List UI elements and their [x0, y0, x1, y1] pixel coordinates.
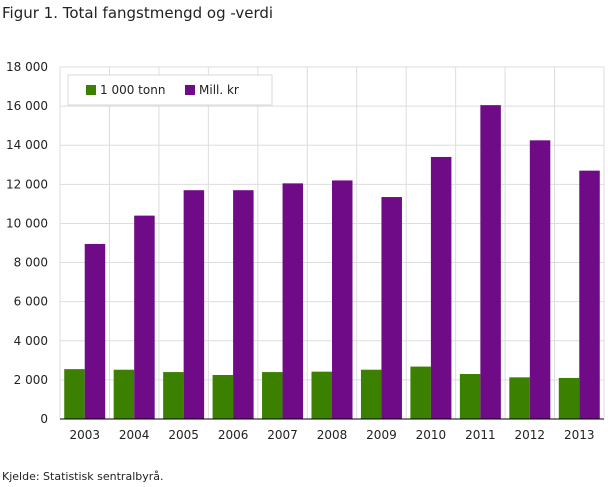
bar-tonn [212, 375, 234, 419]
bar-tonn [262, 372, 283, 419]
x-tick-label: 2012 [515, 428, 546, 442]
legend-swatch-kr [185, 85, 195, 95]
bar-kr [430, 156, 452, 419]
bars-layer [64, 105, 600, 420]
bar-kr [134, 215, 155, 419]
legend: 1 000 tonn Mill. kr [67, 74, 273, 106]
bar-kr [233, 190, 254, 419]
x-tick-label: 2008 [317, 428, 348, 442]
bar-kr [579, 170, 600, 419]
legend-label-tonn: 1 000 tonn [100, 83, 165, 97]
y-tick-label: 16 000 [6, 99, 48, 113]
x-tick-label: 2009 [366, 428, 397, 442]
bar-kr [183, 190, 205, 419]
bar-tonn [163, 372, 184, 419]
legend-box [67, 74, 273, 106]
bar-tonn [113, 369, 135, 419]
bar-kr [332, 180, 353, 419]
source-note: Kjelde: Statistisk sentralbyrå. [2, 470, 164, 483]
y-tick-label: 12 000 [6, 177, 48, 191]
bar-tonn [360, 369, 382, 419]
bar-tonn [509, 377, 530, 419]
bar-tonn [459, 374, 481, 419]
x-tick-label: 2004 [119, 428, 150, 442]
y-tick-label: 18 000 [6, 60, 48, 74]
y-tick-label: 8 000 [14, 256, 48, 270]
bar-kr [84, 243, 106, 419]
x-tick-label: 2007 [267, 428, 298, 442]
bar-kr [282, 183, 304, 419]
x-tick-label: 2003 [69, 428, 100, 442]
bar-tonn [311, 371, 332, 419]
y-tick-label: 10 000 [6, 216, 48, 230]
bar-kr [480, 105, 501, 419]
bar-tonn [410, 366, 431, 419]
legend-label-kr: Mill. kr [199, 83, 239, 97]
bar-tonn [558, 377, 580, 419]
axis-layer: 0 2 000 4 000 6 000 8 000 10 000 12 000 14 000 1… [6, 60, 604, 442]
y-tick-label: 6 000 [14, 295, 48, 309]
y-tick-label: 2 000 [14, 373, 48, 387]
x-tick-label: 2010 [416, 428, 447, 442]
x-tick-label: 2013 [564, 428, 595, 442]
bar-kr [381, 197, 402, 419]
chart-title: Figur 1. Total fangstmengd og -verdi [2, 4, 274, 22]
bar-tonn [64, 369, 85, 419]
y-tick-label: 4 000 [14, 334, 48, 348]
x-tick-label: 2005 [168, 428, 199, 442]
legend-swatch-tonn [86, 85, 96, 95]
x-tick-label: 2011 [465, 428, 496, 442]
x-tick-label: 2006 [218, 428, 249, 442]
bar-kr [529, 140, 551, 420]
y-tick-label: 0 [40, 412, 48, 426]
y-tick-label: 14 000 [6, 138, 48, 152]
